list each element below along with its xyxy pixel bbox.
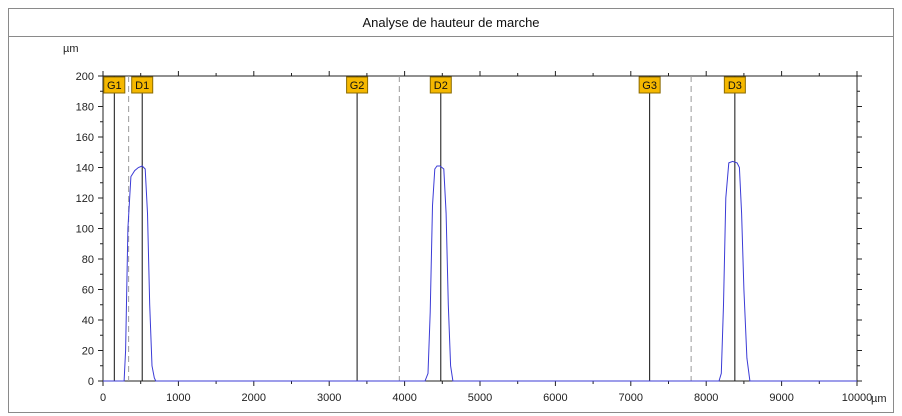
y-tick-label: 0 <box>88 376 94 388</box>
y-tick-label: 160 <box>76 132 94 144</box>
marker-box-g2 <box>346 76 369 94</box>
y-tick-label: 40 <box>82 315 94 327</box>
marker-box-g1 <box>103 76 126 94</box>
marker-box-d3 <box>723 76 746 94</box>
y-tick-label: 100 <box>76 224 94 236</box>
marker-label-g1: G1 <box>107 80 122 92</box>
marker-label-d2: D2 <box>434 80 448 92</box>
profile-line-series-0 <box>103 160 857 382</box>
x-tick-label: 9000 <box>769 392 793 404</box>
y-tick-label: 120 <box>76 193 94 205</box>
x-tick-label: 0 <box>100 392 106 404</box>
y-tick-label: 180 <box>76 102 94 114</box>
chart-marks: G1 D1 G2 D2 G3 D3 <box>103 76 857 382</box>
y-tick-label: 200 <box>76 71 94 83</box>
x-tick-label: 8000 <box>694 392 718 404</box>
x-tick-label: 6000 <box>543 392 567 404</box>
y-tick-label: 60 <box>82 285 94 297</box>
y-tick-label: 80 <box>82 254 94 266</box>
marker-label-d3: D3 <box>728 80 742 92</box>
x-tick-label: 3000 <box>317 392 341 404</box>
x-tick-label: 4000 <box>392 392 416 404</box>
x-axis-unit: µm <box>871 393 887 405</box>
marker-box-d2 <box>429 76 452 94</box>
x-tick-label: 10000 <box>842 392 873 404</box>
y-tick-label: 140 <box>76 163 94 175</box>
plot-area-border <box>102 75 858 382</box>
y-axis-unit: µm <box>63 43 79 55</box>
marker-box-d1 <box>131 76 154 94</box>
x-tick-label: 1000 <box>166 392 190 404</box>
marker-label-g2: G2 <box>350 80 365 92</box>
chart-titlebar: Analyse de hauteur de marche <box>9 9 893 37</box>
x-tick-label: 5000 <box>468 392 492 404</box>
y-tick-label: 20 <box>82 346 94 358</box>
chart-title: Analyse de hauteur de marche <box>362 15 540 30</box>
marker-label-d1: D1 <box>135 80 149 92</box>
x-tick-label: 7000 <box>619 392 643 404</box>
x-tick-label: 2000 <box>242 392 266 404</box>
marker-box-g3 <box>638 76 661 94</box>
marker-label-g3: G3 <box>642 80 657 92</box>
